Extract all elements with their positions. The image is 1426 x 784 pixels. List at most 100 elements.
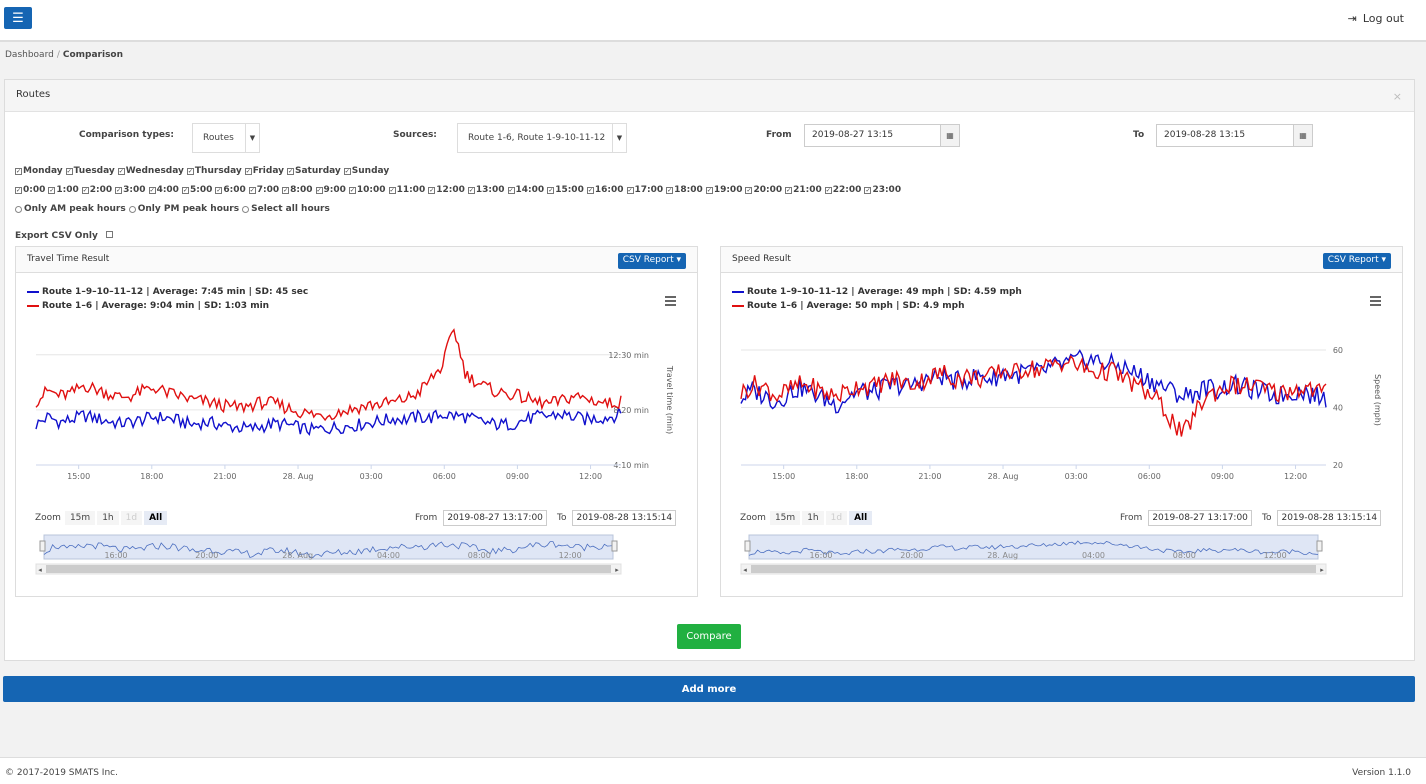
weekday-option[interactable]: ✓ Tuesday [65, 166, 115, 176]
checkbox[interactable]: ✓ [115, 186, 123, 194]
legend-item[interactable]: Route 1–6 | Average: 9:04 min | SD: 1:03… [27, 301, 269, 311]
add-more-button[interactable]: Add more [3, 676, 1415, 702]
checkbox[interactable]: ✓ [547, 186, 555, 194]
checkbox[interactable]: ✓ [186, 167, 194, 175]
from-date-input[interactable]: 2019-08-27 13:15 ▦ [804, 124, 960, 147]
checkbox[interactable]: ✓ [785, 186, 793, 194]
weekday-option[interactable]: ✓ Monday [15, 166, 63, 176]
hour-option[interactable]: ✓ 6:00 [215, 185, 246, 195]
checkbox[interactable]: ✓ [315, 186, 323, 194]
hour-option[interactable]: ✓ 20:00 [745, 185, 782, 195]
hour-option[interactable]: ✓ 15:00 [547, 185, 584, 195]
peak-option[interactable]: Only PM peak hours [128, 204, 239, 214]
zoom-1d-button[interactable]: 1d [825, 511, 848, 525]
hour-option[interactable]: ✓ 10:00 [348, 185, 386, 195]
checkbox[interactable]: ✓ [48, 186, 56, 194]
hour-option[interactable]: ✓ 17:00 [626, 185, 663, 195]
hour-option[interactable]: ✓ 5:00 [181, 185, 212, 195]
hour-option[interactable]: ✓ 7:00 [248, 185, 279, 195]
radio-button[interactable] [15, 205, 22, 213]
radio-button[interactable] [242, 205, 250, 213]
chart-menu-icon[interactable] [1370, 296, 1381, 308]
compare-button[interactable]: Compare [677, 624, 741, 649]
speed-csv-report-button[interactable]: CSV Report ▾ [1322, 253, 1391, 269]
range-from-input[interactable]: 2019-08-27 13:17:00 [443, 510, 547, 526]
calendar-icon[interactable]: ▦ [1293, 125, 1312, 146]
hour-option[interactable]: ✓ 3:00 [115, 185, 146, 195]
legend-item[interactable]: Route 1–9–10–11–12 | Average: 7:45 min |… [27, 287, 308, 297]
hour-option[interactable]: ✓ 14:00 [507, 185, 544, 195]
checkbox[interactable]: ✓ [15, 167, 22, 175]
peak-option[interactable]: Select all hours [242, 204, 330, 214]
checkbox[interactable]: ✓ [181, 186, 189, 194]
comparison-types-select[interactable]: Routes ▼ [192, 123, 260, 153]
weekday-option[interactable]: ✓ Saturday [286, 166, 341, 176]
checkbox[interactable]: ✓ [626, 186, 634, 194]
hour-option[interactable]: ✓ 8:00 [282, 185, 313, 195]
hour-option[interactable]: ✓ 16:00 [586, 185, 624, 195]
menu-button[interactable]: ☰ [4, 7, 32, 29]
hour-option[interactable]: ✓ 12:00 [428, 185, 465, 195]
hour-option[interactable]: ✓ 19:00 [705, 185, 742, 195]
checkbox[interactable]: ✓ [65, 167, 73, 175]
peak-option[interactable]: Only AM peak hours [15, 204, 126, 214]
weekday-option[interactable]: ✓ Wednesday [117, 166, 184, 176]
radio-button[interactable] [128, 205, 136, 213]
hour-option[interactable]: ✓ 21:00 [785, 185, 822, 195]
sources-select[interactable]: Route 1-6, Route 1-9-10-11-12 ▼ [457, 123, 627, 153]
checkbox[interactable]: ✓ [244, 167, 252, 175]
zoom-15m-button[interactable]: 15m [64, 511, 96, 525]
checkbox[interactable]: ✓ [666, 186, 674, 194]
checkbox[interactable]: ✓ [467, 186, 475, 194]
zoom-15m-button[interactable]: 15m [769, 511, 801, 525]
hour-option[interactable]: ✓ 4:00 [148, 185, 179, 195]
zoom-1d-button[interactable]: 1d [120, 511, 143, 525]
range-from-input[interactable]: 2019-08-27 13:17:00 [1148, 510, 1252, 526]
checkbox[interactable]: ✓ [745, 186, 753, 194]
checkbox[interactable]: ✓ [81, 186, 89, 194]
checkbox[interactable]: ✓ [117, 167, 125, 175]
checkbox[interactable]: ✓ [824, 186, 832, 194]
hour-option[interactable]: ✓ 0:00 [15, 185, 45, 195]
calendar-icon[interactable]: ▦ [940, 125, 959, 146]
weekday-option[interactable]: ✓ Thursday [186, 166, 242, 176]
checkbox[interactable]: ✓ [348, 186, 356, 194]
hour-option[interactable]: ✓ 22:00 [824, 185, 861, 195]
checkbox[interactable]: ✓ [248, 186, 256, 194]
zoom-1h-button[interactable]: 1h [802, 511, 824, 525]
zoom-all-button[interactable]: All [849, 511, 873, 525]
checkbox[interactable]: ✓ [215, 186, 223, 194]
hour-option[interactable]: ✓ 2:00 [81, 185, 112, 195]
travel-csv-report-button[interactable]: CSV Report ▾ [617, 253, 686, 269]
logout-link[interactable]: ⇥ Log out [1348, 12, 1404, 25]
checkbox[interactable]: ✓ [282, 186, 290, 194]
hour-option[interactable]: ✓ 11:00 [388, 185, 425, 195]
checkbox[interactable]: ✓ [286, 167, 294, 175]
to-date-input[interactable]: 2019-08-28 13:15 ▦ [1156, 124, 1313, 147]
chart-menu-icon[interactable] [665, 296, 676, 308]
hour-option[interactable]: ✓ 18:00 [666, 185, 703, 195]
checkbox[interactable]: ✓ [586, 186, 594, 194]
checkbox[interactable]: ✓ [148, 186, 156, 194]
range-to-input[interactable]: 2019-08-28 13:15:14 [1277, 510, 1382, 526]
checkbox[interactable]: ✓ [705, 186, 713, 194]
zoom-all-button[interactable]: All [144, 511, 168, 525]
checkbox[interactable]: ✓ [428, 186, 436, 194]
checkbox[interactable]: ✓ [864, 186, 872, 194]
breadcrumb-home[interactable]: Dashboard [5, 50, 54, 60]
export-csv-checkbox[interactable] [105, 231, 113, 238]
hour-option[interactable]: ✓ 1:00 [48, 185, 79, 195]
hour-option[interactable]: ✓ 9:00 [315, 185, 346, 195]
zoom-1h-button[interactable]: 1h [97, 511, 119, 525]
legend-item[interactable]: Route 1–6 | Average: 50 mph | SD: 4.9 mp… [732, 301, 964, 311]
legend-item[interactable]: Route 1–9–10–11–12 | Average: 49 mph | S… [732, 287, 1022, 297]
weekday-option[interactable]: ✓ Sunday [343, 166, 389, 176]
checkbox[interactable]: ✓ [343, 167, 351, 175]
checkbox[interactable]: ✓ [388, 186, 396, 194]
hour-option[interactable]: ✓ 13:00 [467, 185, 505, 195]
weekday-option[interactable]: ✓ Friday [244, 166, 284, 176]
range-to-input[interactable]: 2019-08-28 13:15:14 [572, 510, 677, 526]
close-icon[interactable]: × [1392, 90, 1402, 103]
hour-option[interactable]: ✓ 23:00 [864, 185, 901, 195]
checkbox[interactable]: ✓ [507, 186, 515, 194]
